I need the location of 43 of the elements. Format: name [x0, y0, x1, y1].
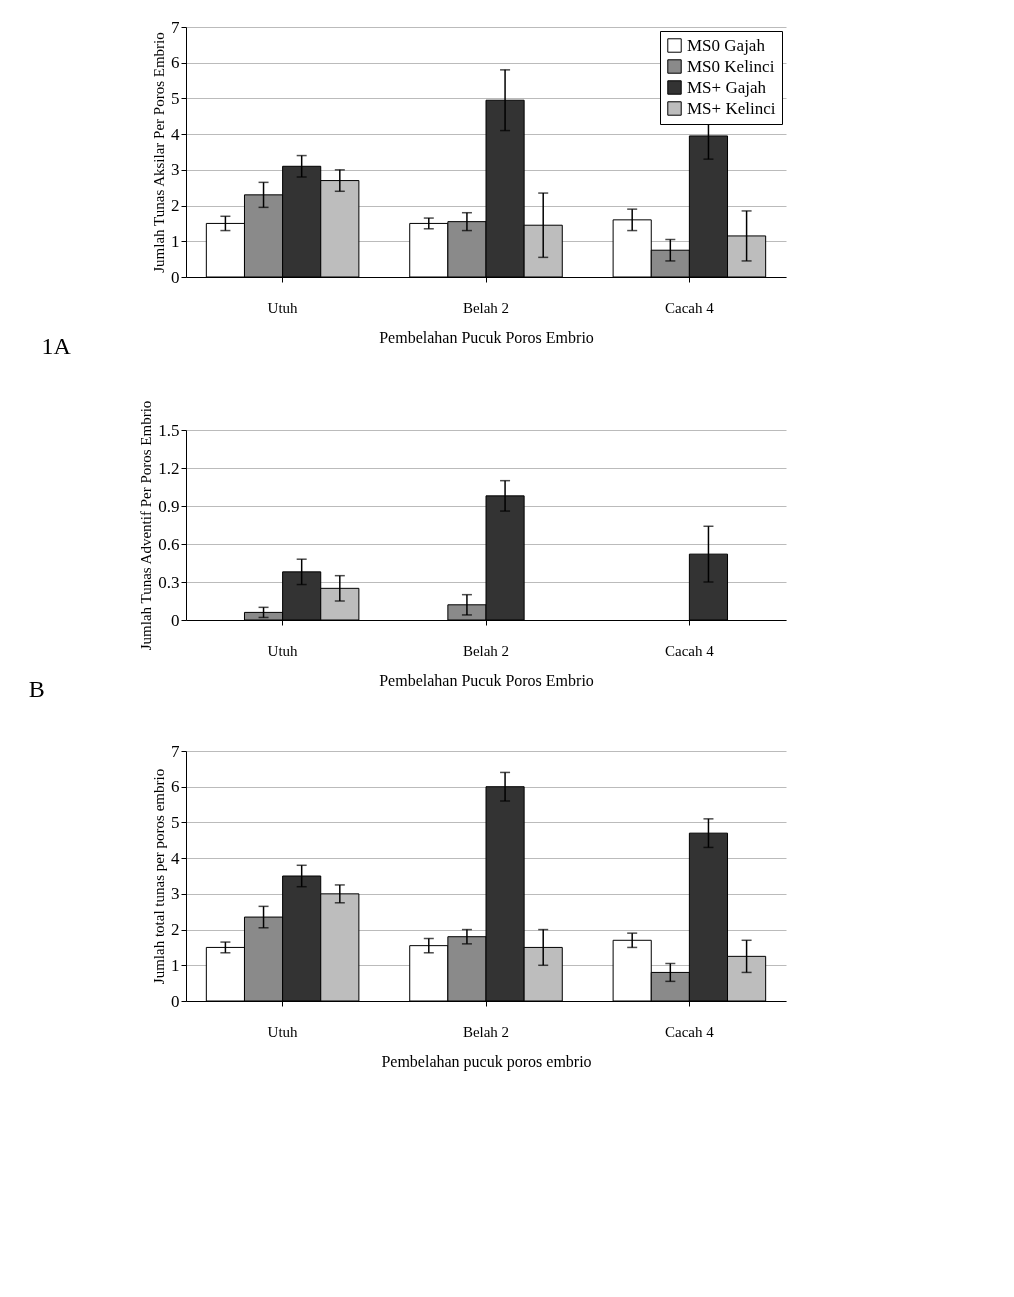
- y-axis-title: Jumlah Tunas Adventif Per Poros Embrio: [138, 400, 155, 651]
- text: 1A: [41, 333, 72, 359]
- y-tick-label: 5: [171, 88, 180, 108]
- y-tick-label: 0.6: [158, 534, 180, 554]
- y-axis-title: Jumlah Tunas Aksilar Per Poros Embrio: [151, 32, 167, 273]
- y-axis-title: Jumlah total tunas per poros embrio: [151, 768, 167, 985]
- y-tick-label: 3: [171, 160, 180, 180]
- x-tick-label: Utuh: [267, 1023, 299, 1040]
- legend-label: MS+ Kelinci: [687, 98, 776, 118]
- x-tick-label: Cacah 4: [665, 299, 715, 316]
- y-tick-label: 6: [171, 53, 180, 73]
- y-tick-label: 7: [171, 741, 180, 761]
- legend-label: MS+ Gajah: [687, 77, 767, 97]
- legend-label: MS0 Gajah: [687, 35, 766, 55]
- y-tick-label: 1: [171, 955, 180, 975]
- y-tick-label: 1.2: [158, 458, 180, 478]
- y-tick-label: 3: [171, 884, 180, 904]
- x-tick-label: Belah 2: [462, 1023, 510, 1040]
- x-tick-label: Belah 2: [462, 299, 510, 316]
- y-tick-label: 2: [171, 196, 180, 216]
- x-tick-label: Belah 2: [462, 642, 510, 659]
- y-tick-label: 0: [171, 991, 180, 1011]
- y-tick-label: 1: [171, 231, 180, 251]
- y-tick-label: 1.5: [158, 420, 180, 440]
- x-axis-title: Pembelahan Pucuk Poros Embrio: [379, 671, 594, 689]
- x-tick-label: Utuh: [267, 642, 299, 659]
- x-axis-title: Pembelahan pucuk poros embrio: [381, 1052, 592, 1071]
- y-tick-label: 0: [171, 610, 180, 630]
- x-tick-label: Cacah 4: [665, 1023, 715, 1040]
- y-tick-label: 0: [171, 267, 180, 287]
- y-tick-label: 0.3: [158, 572, 180, 592]
- legend-label: MS0 Kelinci: [687, 56, 775, 76]
- y-tick-label: 2: [171, 920, 180, 940]
- y-tick-label: 4: [171, 848, 180, 868]
- x-tick-label: Cacah 4: [665, 642, 715, 659]
- y-tick-label: 6: [171, 777, 180, 797]
- y-tick-label: 4: [171, 124, 180, 144]
- y-tick-label: 0.9: [158, 496, 180, 516]
- x-tick-label: Utuh: [267, 299, 299, 316]
- y-tick-label: 7: [171, 17, 180, 37]
- text: B: [28, 676, 45, 702]
- y-tick-label: 5: [171, 812, 180, 832]
- x-axis-title: Pembelahan Pucuk Poros Embrio: [379, 328, 594, 346]
